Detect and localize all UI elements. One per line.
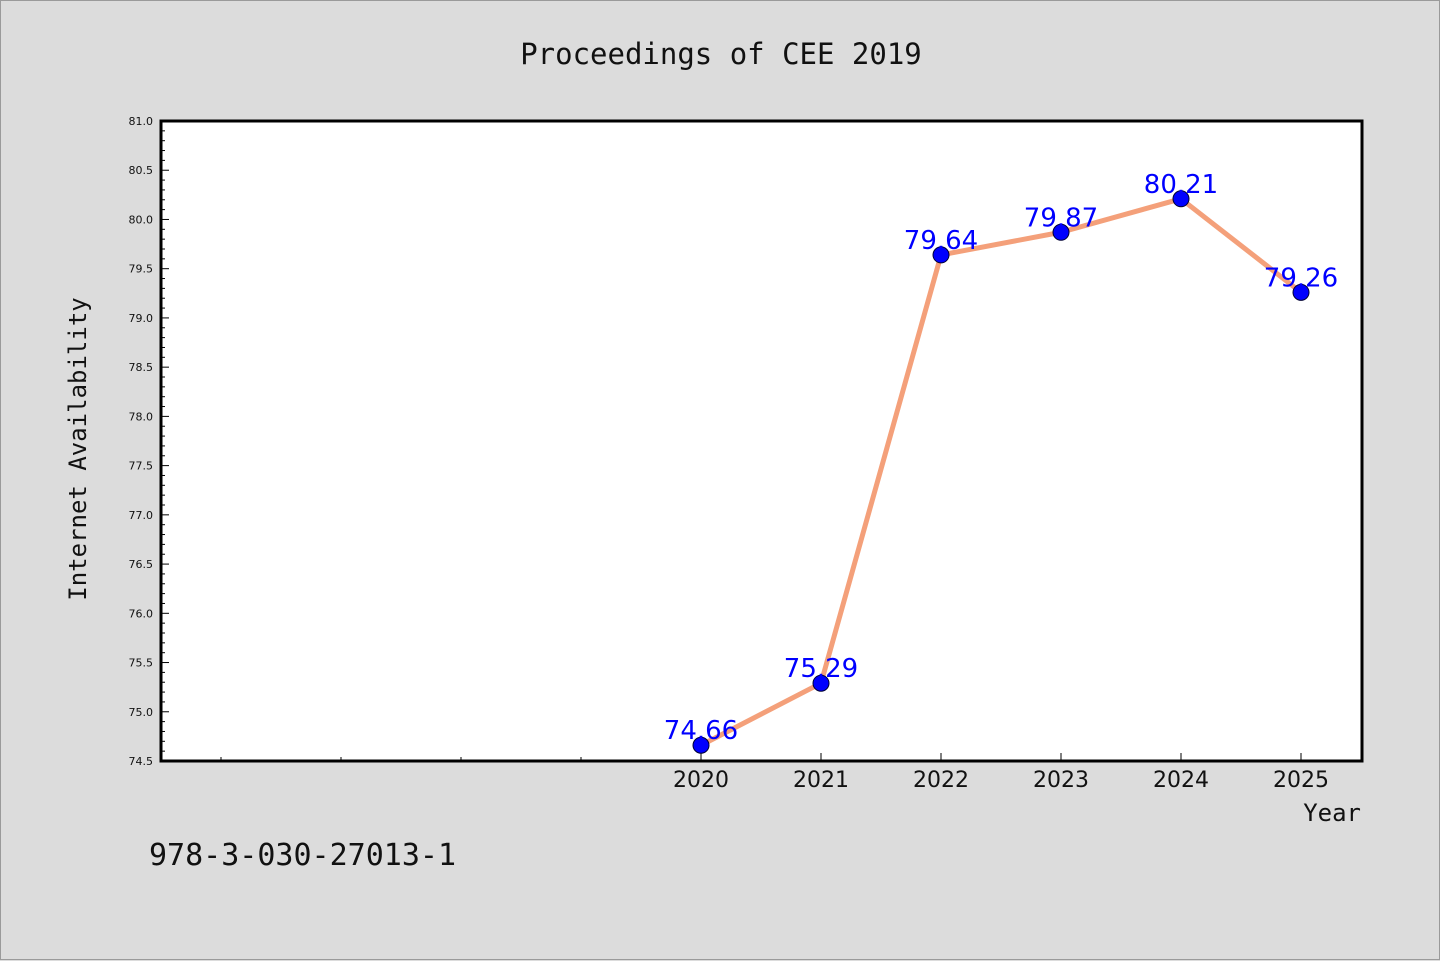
x-axis: 2020 2021 2022 2023 2024 2025 — [220, 753, 1329, 793]
y-tick-label: 76.5 — [129, 558, 154, 571]
series-layer: 74.66 75.29 79.64 79.87 80.21 79.26 — [664, 170, 1338, 754]
data-point — [1172, 190, 1190, 208]
x-tick-label: 2020 — [673, 768, 729, 793]
y-tick-label: 79.0 — [129, 312, 154, 325]
chart-title: Proceedings of CEE 2019 — [520, 37, 922, 71]
y-tick-label: 75.5 — [129, 657, 154, 670]
data-point — [1292, 283, 1310, 301]
y-axis: 74.5 75.0 75.5 76.0 76.5 77.0 77.5 78.0 78.5 79.0… — [129, 115, 169, 768]
y-tick-label: 80.0 — [129, 213, 154, 226]
data-label: 74.66 — [664, 716, 738, 746]
data-point — [692, 736, 710, 754]
y-tick-label: 74.5 — [129, 755, 154, 768]
y-tick-label: 77.0 — [129, 509, 154, 522]
y-tick-label: 78.5 — [129, 361, 154, 374]
y-tick-label: 77.5 — [129, 460, 154, 473]
y-tick-label: 78.0 — [129, 410, 154, 423]
y-tick-label: 79.5 — [129, 263, 154, 276]
y-tick-label: 76.0 — [129, 607, 154, 620]
data-point — [1052, 223, 1070, 241]
y-tick-label: 75.0 — [129, 706, 154, 719]
data-label: 79.26 — [1264, 263, 1338, 293]
data-label: 80.21 — [1144, 170, 1218, 200]
y-tick-label: 81.0 — [129, 115, 154, 128]
isbn-text: 978-3-030-27013-1 — [149, 838, 456, 873]
x-tick-label: 2023 — [1033, 768, 1089, 793]
x-axis-label: Year — [1303, 799, 1361, 827]
x-tick-label: 2025 — [1273, 768, 1329, 793]
y-axis-label: Internet Availability — [64, 297, 92, 600]
data-label: 79.64 — [904, 226, 978, 256]
x-tick-label: 2022 — [913, 768, 969, 793]
y-tick-label: 80.5 — [129, 164, 154, 177]
data-point — [812, 674, 830, 692]
x-tick-label: 2021 — [793, 768, 849, 793]
data-label: 79.87 — [1024, 203, 1098, 233]
data-label: 75.29 — [784, 654, 858, 684]
plot-area — [159, 119, 1364, 763]
x-tick-label: 2024 — [1153, 768, 1209, 793]
data-point — [932, 246, 950, 264]
series-line — [699, 196, 1303, 748]
